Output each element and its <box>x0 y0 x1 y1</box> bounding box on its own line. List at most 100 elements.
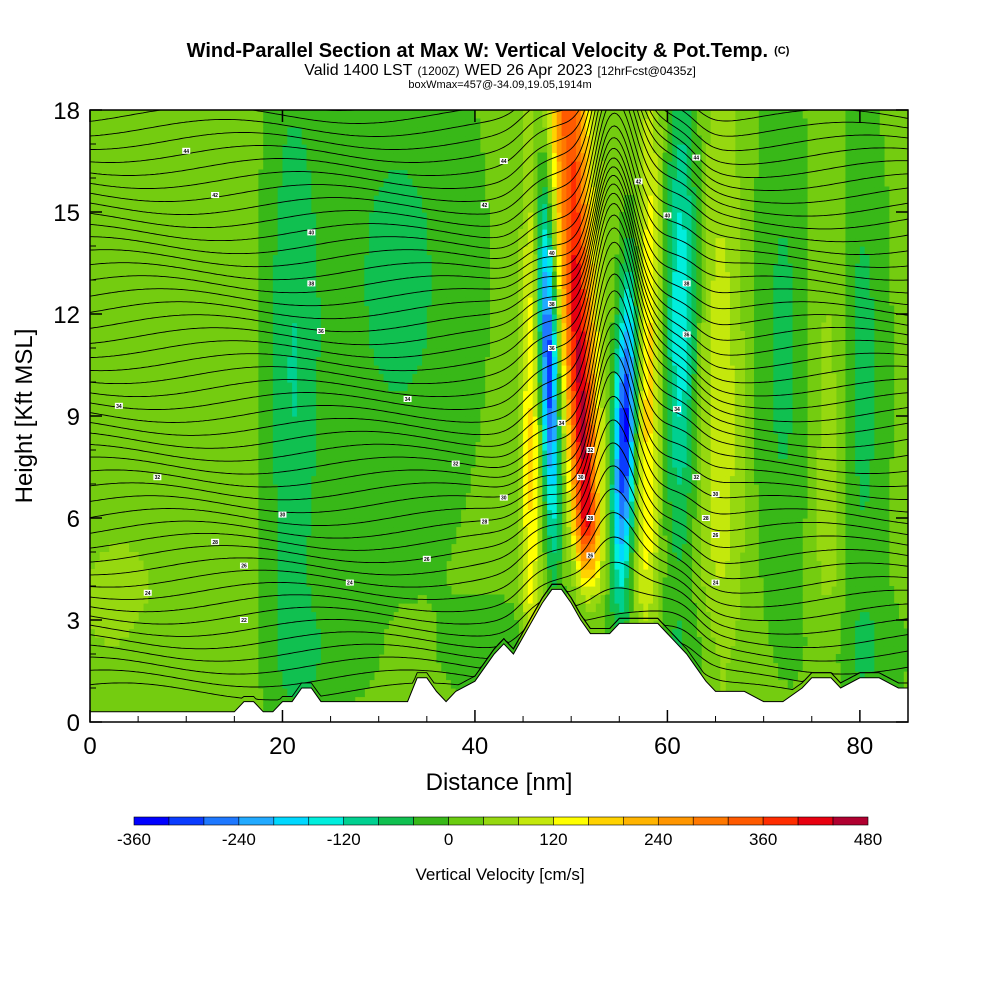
velocity-cell <box>412 382 418 392</box>
velocity-cell <box>556 577 563 587</box>
velocity-cell <box>633 365 640 375</box>
velocity-cell <box>258 560 264 570</box>
velocity-cell <box>883 603 890 613</box>
velocity-cell <box>792 484 798 494</box>
velocity-cell <box>325 373 332 383</box>
velocity-cell <box>378 305 385 315</box>
velocity-cell <box>624 331 630 341</box>
velocity-cell <box>378 407 385 417</box>
velocity-cell <box>373 662 380 672</box>
velocity-cell <box>123 577 130 587</box>
velocity-cell <box>359 441 365 451</box>
velocity-cell <box>710 365 717 375</box>
velocity-cell <box>845 560 851 570</box>
velocity-cell <box>470 620 476 630</box>
velocity-cell <box>701 424 707 434</box>
velocity-cell <box>114 560 120 570</box>
velocity-cell <box>595 433 601 443</box>
velocity-cell <box>268 645 274 655</box>
velocity-cell <box>715 594 721 604</box>
velocity-cell <box>316 390 322 400</box>
velocity-cell <box>869 594 875 604</box>
velocity-cell <box>571 441 577 451</box>
velocity-cell <box>455 467 462 477</box>
velocity-cell <box>287 543 293 553</box>
velocity-cell <box>369 645 375 655</box>
velocity-cell <box>494 628 500 638</box>
velocity-cell <box>268 322 274 332</box>
velocity-cell <box>850 348 856 358</box>
velocity-cell <box>301 679 308 689</box>
velocity-cell <box>263 611 269 621</box>
velocity-cell <box>638 416 644 426</box>
velocity-cell <box>417 416 423 426</box>
velocity-cell <box>345 645 351 655</box>
velocity-cell <box>345 322 351 332</box>
velocity-cell <box>118 611 125 621</box>
velocity-cell <box>354 501 361 511</box>
velocity-cell <box>691 501 697 511</box>
velocity-cell <box>301 314 308 324</box>
velocity-cell <box>720 484 726 494</box>
velocity-cell <box>287 535 293 545</box>
velocity-cell <box>850 611 856 621</box>
velocity-cell <box>850 492 856 502</box>
velocity-cell <box>311 382 317 392</box>
velocity-cell <box>725 577 731 587</box>
velocity-cell <box>349 645 356 655</box>
velocity-cell <box>296 628 303 638</box>
velocity-cell <box>773 628 779 638</box>
velocity-cell <box>672 509 678 519</box>
velocity-cell <box>354 407 361 417</box>
velocity-cell <box>662 509 669 519</box>
velocity-cell <box>624 569 630 579</box>
velocity-cell <box>580 365 587 375</box>
velocity-cell <box>580 433 587 443</box>
velocity-cell <box>474 611 481 621</box>
velocity-cell <box>590 577 596 587</box>
velocity-cell <box>426 501 433 511</box>
velocity-cell <box>532 535 539 545</box>
velocity-cell <box>561 441 567 451</box>
velocity-cell <box>282 577 288 587</box>
velocity-cell <box>378 518 385 528</box>
velocity-cell <box>667 552 673 562</box>
velocity-cell <box>306 501 312 511</box>
velocity-cell <box>667 501 673 511</box>
velocity-cell <box>282 424 288 434</box>
velocity-cell <box>282 696 288 706</box>
velocity-cell <box>494 637 500 647</box>
velocity-cell <box>821 560 827 570</box>
velocity-cell <box>638 509 644 519</box>
velocity-cell <box>725 373 731 383</box>
velocity-cell <box>710 560 717 570</box>
velocity-cell <box>407 569 413 579</box>
velocity-cell <box>590 424 596 434</box>
velocity-cell <box>874 416 880 426</box>
velocity-cell <box>436 577 442 587</box>
velocity-cell <box>831 577 837 587</box>
velocity-cell <box>431 382 438 392</box>
velocity-cell <box>869 365 875 375</box>
velocity-cell <box>547 467 553 477</box>
velocity-cell <box>859 458 866 468</box>
velocity-cell <box>335 696 341 706</box>
velocity-cell <box>628 416 635 426</box>
velocity-cell <box>874 373 880 383</box>
velocity-cell <box>782 475 789 485</box>
velocity-cell <box>657 458 664 468</box>
velocity-cell <box>320 382 327 392</box>
velocity-cell <box>701 501 707 511</box>
velocity-cell <box>638 526 644 536</box>
velocity-cell <box>465 679 471 689</box>
velocity-cell <box>330 424 336 434</box>
velocity-cell <box>523 492 529 502</box>
velocity-cell <box>325 535 332 545</box>
velocity-cell <box>306 492 312 502</box>
velocity-cell <box>624 382 630 392</box>
velocity-cell <box>782 365 789 375</box>
velocity-cell <box>359 314 365 324</box>
velocity-cell <box>479 637 486 647</box>
velocity-cell <box>455 348 462 358</box>
velocity-cell <box>701 399 707 409</box>
